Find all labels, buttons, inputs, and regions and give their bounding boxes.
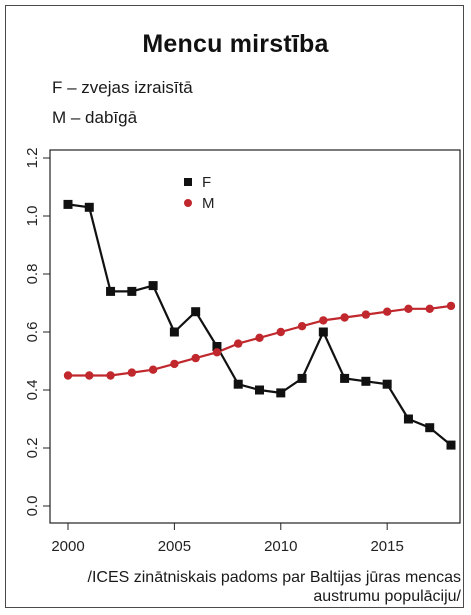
point-m (127, 368, 137, 377)
y-tick-label: 0.0 (24, 496, 41, 517)
point-f (255, 385, 264, 395)
source-line-1: /ICES zinātniskais padoms par Baltijas j… (87, 569, 462, 586)
chart-title: Mencu mirstība (142, 30, 329, 58)
source-line-2: austrumu populāciju/ (313, 588, 461, 605)
point-m (148, 365, 158, 374)
y-tick-label: 0.6 (24, 322, 41, 343)
x-tick-label: 2000 (51, 538, 84, 555)
point-m (319, 316, 328, 325)
point-m (191, 353, 200, 363)
x-tick-label: 2010 (264, 538, 297, 555)
point-f (127, 286, 137, 296)
x-tick-label: 2015 (370, 538, 403, 555)
point-f (297, 373, 307, 383)
y-tick-label: 0.4 (24, 380, 41, 401)
point-m (170, 359, 179, 369)
point-m (404, 304, 413, 313)
point-f (212, 342, 222, 351)
mortality-chart: 2000 2005 2010 2015 0.0 0.2 0.4 0.6 0.8 1.0 1.2 FM (24, 148, 461, 555)
legend-label-m: M (202, 195, 215, 212)
chart-lines (67, 203, 452, 446)
y-tick-label: 0.2 (24, 438, 41, 459)
point-m (106, 371, 115, 380)
point-m (382, 307, 392, 316)
point-m (85, 371, 94, 380)
point-f (425, 423, 435, 433)
point-f (276, 388, 286, 398)
y-tick-label: 1.2 (24, 148, 41, 169)
legend-note-m: M – dabīgā (52, 108, 138, 127)
chart-axes: 2000 2005 2010 2015 0.0 0.2 0.4 0.6 0.8 1.0 1.2 (24, 148, 461, 555)
point-m (361, 310, 371, 319)
x-tick-label: 2005 (158, 538, 191, 555)
point-m (446, 301, 456, 311)
point-f (233, 379, 243, 389)
point-f (318, 327, 328, 337)
point-f (191, 307, 201, 317)
point-f (106, 286, 116, 296)
point-m (234, 339, 243, 348)
point-m (297, 322, 307, 331)
legend-note-f: F – zvejas izraisītā (52, 78, 193, 97)
point-m (425, 304, 434, 313)
legend-label-f: F (202, 174, 211, 191)
point-f (361, 376, 371, 386)
point-m (276, 327, 285, 337)
point-f (382, 379, 392, 389)
point-m (212, 348, 222, 357)
y-tick-label: 0.8 (24, 264, 41, 285)
point-m (63, 371, 73, 380)
point-f (148, 281, 158, 291)
chart-markers (63, 199, 456, 450)
point-m (255, 333, 264, 342)
legend-marker-f (184, 178, 192, 186)
point-f (340, 373, 350, 383)
plot-frame (49, 149, 461, 524)
series-line-f (67, 203, 452, 446)
point-f (446, 440, 456, 450)
source-note: /ICES zinātniskais padoms par Baltijas j… (11, 568, 462, 606)
point-f (169, 327, 179, 337)
point-f (403, 414, 413, 424)
y-tick-label: 1.0 (24, 206, 41, 227)
legend-marker-m (184, 199, 192, 207)
chart-legend: FM (184, 174, 215, 212)
point-f (63, 199, 73, 209)
figure-frame (5, 5, 464, 608)
point-m (340, 313, 349, 322)
point-f (84, 202, 94, 212)
